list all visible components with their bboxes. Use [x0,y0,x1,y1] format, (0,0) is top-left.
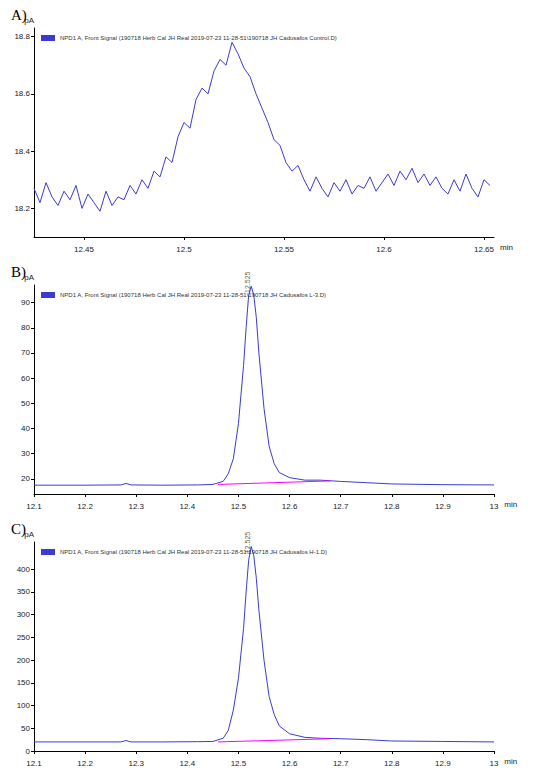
svg-text:12.525: 12.525 [244,532,251,554]
svg-text:300: 300 [17,610,31,619]
svg-text:12.55: 12.55 [274,245,295,254]
svg-text:12.4: 12.4 [180,502,196,511]
svg-text:min: min [500,243,513,252]
svg-text:pA: pA [24,15,34,25]
svg-text:12.6: 12.6 [376,245,392,254]
svg-text:12.7: 12.7 [333,759,349,768]
svg-text:12.4: 12.4 [180,759,196,768]
svg-text:12.3: 12.3 [128,502,144,511]
svg-text:B): B) [11,264,26,281]
svg-text:30: 30 [21,449,30,458]
svg-text:12.5: 12.5 [176,245,192,254]
svg-text:pA: pA [24,529,34,539]
svg-text:13: 13 [490,759,499,768]
svg-text:350: 350 [17,587,31,596]
svg-text:min: min [504,757,517,766]
svg-text:200: 200 [17,656,31,665]
svg-text:12.6: 12.6 [282,759,298,768]
svg-text:18.8: 18.8 [14,32,30,41]
svg-text:12.5: 12.5 [231,759,247,768]
svg-text:50: 50 [21,724,30,733]
svg-text:13: 13 [490,502,499,511]
svg-text:12.8: 12.8 [384,502,400,511]
svg-text:12.9: 12.9 [435,502,451,511]
svg-text:NPD1 A, Front Signal (190718 H: NPD1 A, Front Signal (190718 Herb Cal JH… [60,292,326,298]
svg-text:12.5: 12.5 [231,502,247,511]
svg-text:0: 0 [26,747,31,756]
svg-text:A): A) [11,7,27,24]
svg-text:18.4: 18.4 [14,147,30,156]
svg-text:20: 20 [21,474,30,483]
svg-text:60: 60 [21,374,30,383]
svg-text:250: 250 [17,633,31,642]
svg-text:80: 80 [21,323,30,332]
svg-text:12.9: 12.9 [435,759,451,768]
svg-text:min: min [504,500,517,509]
svg-text:12.2: 12.2 [77,502,93,511]
svg-text:12.1: 12.1 [26,502,42,511]
svg-text:90: 90 [21,298,30,307]
svg-text:12.7: 12.7 [333,502,349,511]
svg-text:100: 100 [17,701,31,710]
svg-text:18.2: 18.2 [14,204,30,213]
svg-text:C): C) [11,521,26,538]
svg-text:12.8: 12.8 [384,759,400,768]
svg-text:50: 50 [21,399,30,408]
svg-text:12.1: 12.1 [26,759,42,768]
svg-text:NPD1 A, Front Signal (190718 H: NPD1 A, Front Signal (190718 Herb Cal JH… [60,549,327,555]
svg-text:12.3: 12.3 [128,759,144,768]
svg-text:pA: pA [24,272,34,282]
svg-text:12.2: 12.2 [77,759,93,768]
svg-text:400: 400 [17,565,31,574]
svg-text:12.65: 12.65 [474,245,495,254]
svg-text:12.45: 12.45 [74,245,95,254]
svg-text:18.6: 18.6 [14,89,30,98]
svg-text:12.525: 12.525 [244,271,251,293]
svg-text:70: 70 [21,348,30,357]
svg-text:150: 150 [17,678,31,687]
svg-text:40: 40 [21,424,30,433]
svg-text:NPD1 A, Front Signal (190718 H: NPD1 A, Front Signal (190718 Herb Cal JH… [60,35,337,41]
svg-text:12.6: 12.6 [282,502,298,511]
